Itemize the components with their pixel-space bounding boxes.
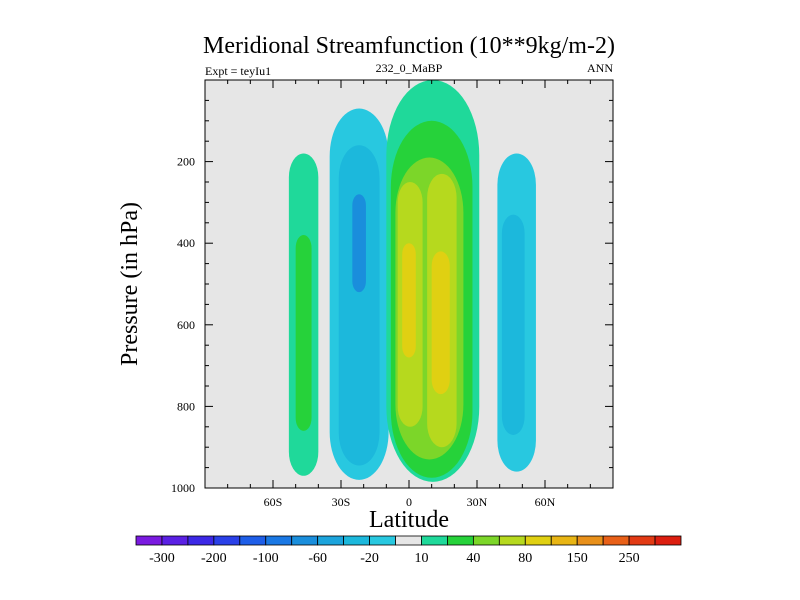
- colorbar-label: 150: [567, 551, 588, 566]
- cell-south-mid: [338, 145, 380, 466]
- colorbar: -300 -200 -100 -60 -20 10 40 80 150 250: [135, 535, 682, 566]
- season-label: ANN: [587, 61, 613, 75]
- cell-far-south-inner: [295, 235, 312, 431]
- experiment-label: Expt = teyIu1: [205, 64, 271, 78]
- x-tick-label: 30N: [467, 495, 488, 509]
- y-tick-label: 800: [177, 399, 195, 413]
- colorbar-swatch: [654, 535, 682, 546]
- colorbar-swatch: [161, 535, 189, 546]
- x-axis: 60S 30S 0 30N 60N: [204, 80, 614, 509]
- colorbar-swatch: [135, 535, 163, 546]
- cell-south-inner: [352, 194, 366, 293]
- colorbar-swatch: [576, 535, 604, 546]
- colorbar-label: 250: [619, 551, 640, 566]
- colorbar-swatch: [498, 535, 526, 546]
- colorbar-swatch: [369, 535, 396, 546]
- contour-fill-layer: [288, 80, 536, 482]
- colorbar-swatch: [395, 535, 422, 546]
- colorbar-swatch: [213, 535, 241, 546]
- colorbar-label: 40: [466, 551, 480, 566]
- y-axis: 200 400 600 800 1000: [171, 99, 613, 495]
- x-tick-label: 30S: [332, 495, 351, 509]
- colorbar-swatch: [265, 535, 293, 546]
- y-tick-label: 200: [177, 155, 195, 169]
- y-tick-label: 400: [177, 236, 195, 250]
- colorbar-label: -300: [149, 551, 175, 566]
- cell-north-inner: [501, 214, 525, 435]
- colorbar-label: 10: [414, 551, 428, 566]
- colorbar-label: -200: [201, 551, 227, 566]
- colorbar-swatch: [602, 535, 630, 546]
- y-tick-label: 600: [177, 318, 195, 332]
- colorbar-swatch: [628, 535, 656, 546]
- colorbar-label: -60: [308, 551, 327, 566]
- y-axis-title: Pressure (in hPa): [117, 202, 143, 366]
- colorbar-label: -100: [253, 551, 279, 566]
- colorbar-swatch: [187, 535, 215, 546]
- cell-north-hadley-80: [431, 251, 450, 395]
- x-tick-label: 60S: [264, 495, 283, 509]
- colorbar-swatch: [524, 535, 552, 546]
- colorbar-swatch: [472, 535, 500, 546]
- colorbar-swatch: [239, 535, 267, 546]
- colorbar-swatch: [291, 535, 319, 546]
- colorbar-swatch: [447, 535, 474, 546]
- colorbar-label: -20: [360, 551, 379, 566]
- y-tick-label: 1000: [171, 481, 195, 495]
- period-label: 232_0_MaBP: [376, 61, 443, 75]
- colorbar-swatch: [421, 535, 448, 546]
- colorbar-swatch: [343, 535, 370, 546]
- x-tick-label: 0: [406, 495, 412, 509]
- colorbar-swatch: [550, 535, 578, 546]
- x-axis-title: Latitude: [369, 507, 449, 533]
- cell-south-hadley-80: [402, 243, 416, 358]
- colorbar-label: 80: [518, 551, 532, 566]
- chart-title: Meridional Streamfunction (10**9kg/m-2): [203, 33, 615, 59]
- x-tick-label: 60N: [535, 495, 556, 509]
- colorbar-swatch: [317, 535, 345, 546]
